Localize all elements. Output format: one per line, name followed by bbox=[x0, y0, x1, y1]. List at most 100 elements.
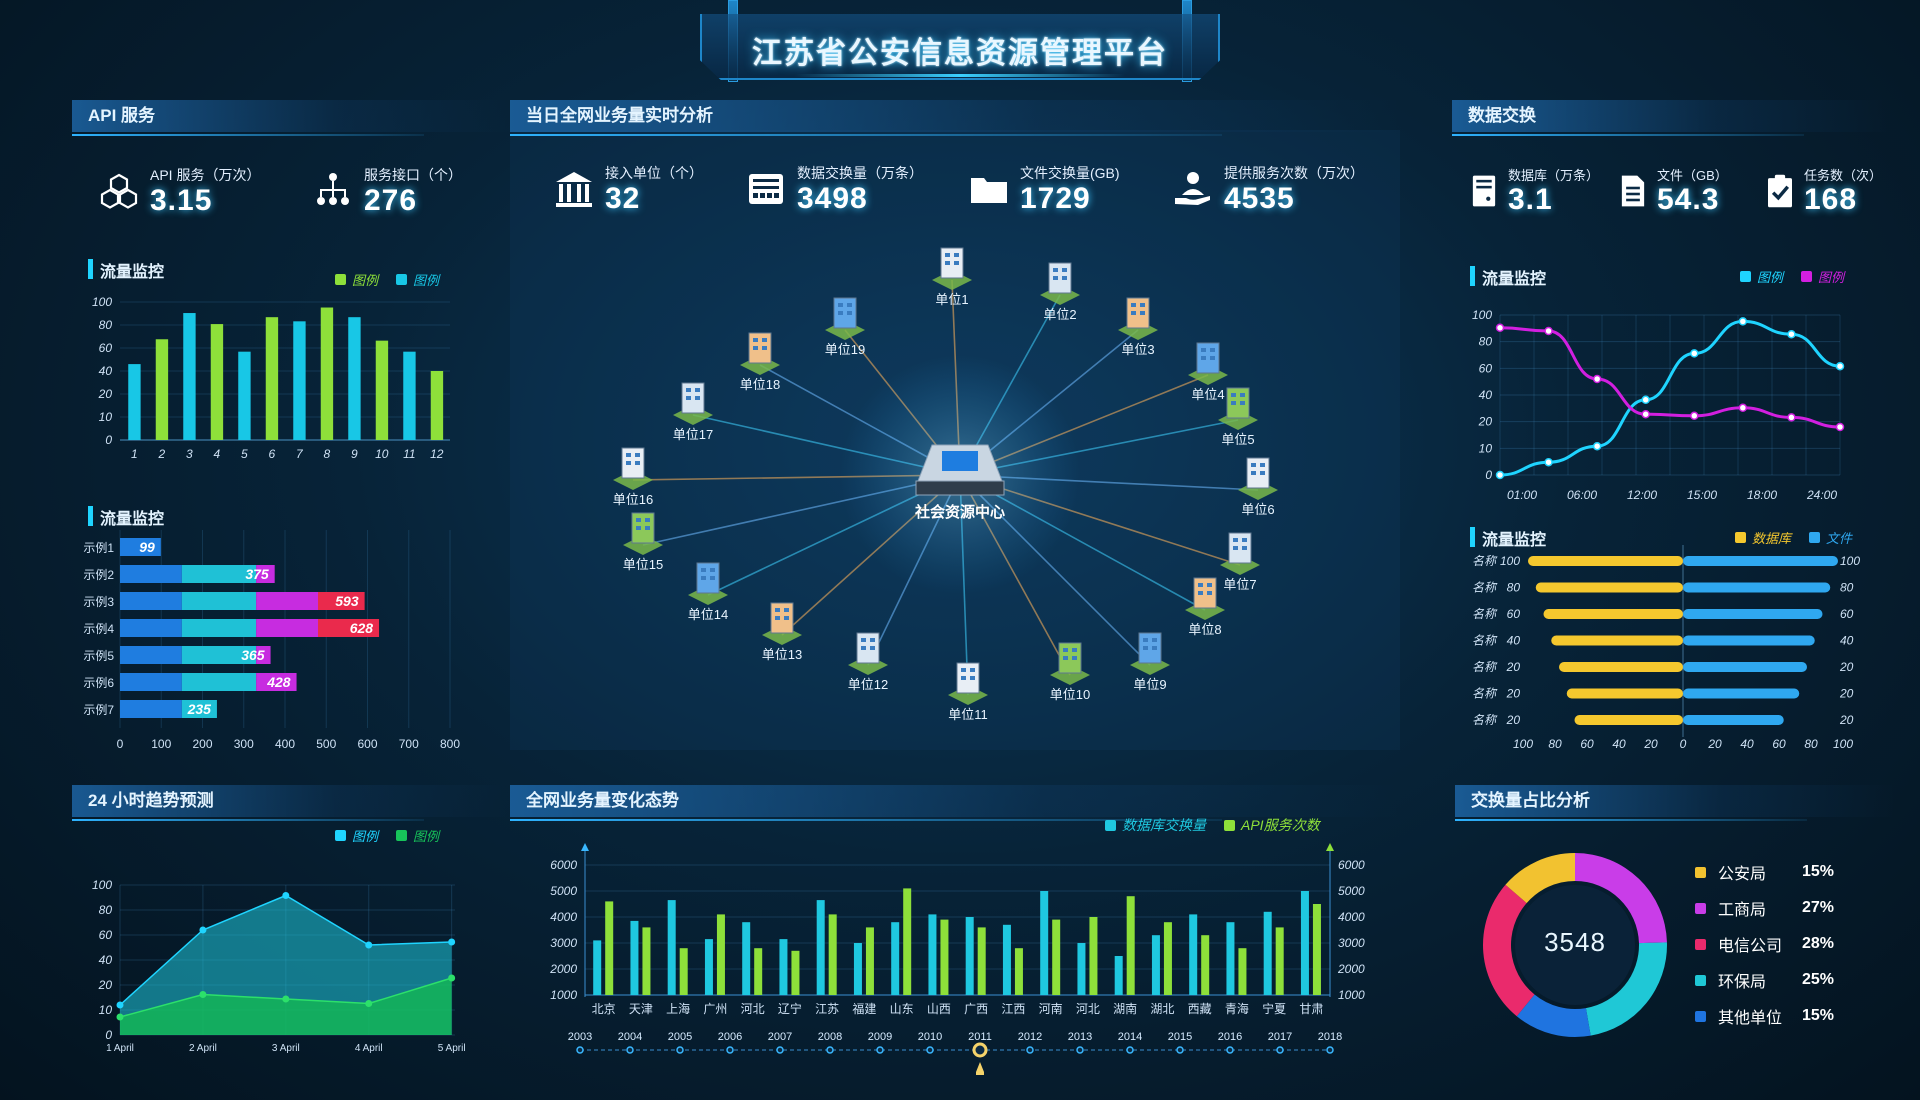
bar-series1 bbox=[965, 917, 974, 995]
building-window bbox=[775, 616, 780, 620]
api-panel-header: API 服务 bbox=[72, 100, 512, 136]
bar-segment bbox=[318, 592, 365, 610]
right-bar bbox=[1683, 635, 1815, 646]
x-tick-label: 11 bbox=[403, 447, 415, 460]
x-tick-label: 3 April bbox=[272, 1043, 300, 1054]
x-tick-label: 天津 bbox=[629, 1002, 653, 1016]
building-window bbox=[626, 461, 631, 465]
y-tick-label: 40 bbox=[1479, 388, 1493, 402]
bar-series2 bbox=[1201, 935, 1210, 995]
x-tick-label: 40 bbox=[1740, 737, 1754, 751]
building-window bbox=[1233, 546, 1238, 550]
x-tick-label: 800 bbox=[440, 737, 460, 751]
hub-screen bbox=[942, 451, 978, 471]
x-tick-label: 20 bbox=[1707, 737, 1722, 751]
timeline-point bbox=[876, 1046, 884, 1054]
unit-node bbox=[848, 632, 888, 675]
legend-item: 图例 bbox=[1801, 267, 1844, 286]
bar bbox=[320, 307, 334, 440]
bar-series1 bbox=[1189, 914, 1198, 995]
api-interface-label: 服务接口（个） bbox=[364, 167, 462, 183]
bar-series1 bbox=[667, 900, 676, 995]
right-value-label: 80 bbox=[1840, 581, 1854, 595]
network-icon bbox=[317, 173, 349, 205]
legend-percent: 15% bbox=[1802, 1007, 1835, 1024]
building-icon bbox=[1226, 387, 1250, 419]
right-value-label: 40 bbox=[1840, 634, 1854, 648]
legend-label: 图例 bbox=[1818, 270, 1845, 285]
right-value-label: 60 bbox=[1840, 607, 1854, 621]
x-tick-label: 河北 bbox=[741, 1002, 765, 1016]
right-bar bbox=[1683, 556, 1838, 566]
stat-label: 接入单位（个） bbox=[605, 165, 703, 181]
ratio-donut-chart bbox=[1483, 853, 1667, 1037]
left-value-label: 20 bbox=[1506, 687, 1521, 701]
unit-label: 单位12 bbox=[848, 677, 888, 692]
bar-series2 bbox=[1238, 948, 1247, 995]
bar-series2 bbox=[1126, 896, 1135, 995]
building-window bbox=[970, 668, 975, 672]
data-point bbox=[365, 1000, 373, 1007]
unit-node bbox=[1220, 532, 1260, 575]
stat-label: 数据交换量（万条） bbox=[797, 165, 923, 181]
bar-series2 bbox=[903, 888, 912, 995]
x-tick-label: 福建 bbox=[852, 1001, 876, 1016]
legend-swatch bbox=[396, 274, 408, 285]
x-tick-label: 江西 bbox=[1001, 1002, 1025, 1016]
building-window bbox=[838, 311, 843, 315]
building-window bbox=[945, 253, 950, 257]
unit-node bbox=[740, 332, 780, 375]
data-point bbox=[1495, 470, 1505, 480]
ratio-panel-header: 交换量占比分析 bbox=[1455, 785, 1895, 821]
y-tick-label-left: 1000 bbox=[550, 988, 577, 1002]
bar-series1 bbox=[853, 943, 862, 995]
building-window bbox=[961, 668, 966, 672]
unit-label: 单位16 bbox=[613, 492, 653, 507]
hub-base bbox=[915, 480, 1005, 496]
building-window bbox=[753, 338, 758, 342]
donut-slice bbox=[1483, 884, 1535, 1017]
building-window bbox=[1063, 656, 1068, 660]
data-point bbox=[448, 938, 456, 946]
x-tick-label: 400 bbox=[275, 737, 295, 751]
building-window bbox=[961, 676, 966, 680]
left-bar bbox=[1535, 582, 1683, 593]
x-tick-label: 9 bbox=[351, 447, 358, 460]
building-window bbox=[970, 676, 975, 680]
x-tick-label: 山西 bbox=[927, 1002, 951, 1016]
building-window bbox=[762, 338, 767, 342]
y-tick-label-left: 6000 bbox=[550, 858, 577, 872]
x-tick-label: 60 bbox=[1580, 737, 1594, 751]
data-point bbox=[448, 974, 456, 982]
bar-segment bbox=[120, 565, 182, 583]
left-value-label: 20 bbox=[1506, 713, 1521, 727]
data-point bbox=[1592, 441, 1602, 451]
legend-swatch bbox=[1224, 819, 1235, 831]
building-icon bbox=[621, 447, 645, 479]
y-tick-label: 10 bbox=[99, 410, 113, 424]
y-tick-label: 20 bbox=[1478, 415, 1493, 429]
center-stat-files: 文件交换量(GB) 1729 bbox=[968, 163, 1120, 215]
x-tick-label: 100 bbox=[151, 737, 171, 751]
timeline-point bbox=[1326, 1046, 1334, 1054]
donut-center-value: 3548 bbox=[1544, 927, 1606, 957]
building-icon bbox=[833, 297, 857, 329]
bar-series2 bbox=[1312, 904, 1321, 995]
legend-label: 图例 bbox=[352, 829, 379, 844]
timeline-year-label: 2011 bbox=[968, 1031, 992, 1043]
legend-item: 图例 bbox=[396, 270, 439, 289]
unit-node bbox=[1188, 342, 1228, 385]
building-icon bbox=[748, 332, 772, 364]
building-window bbox=[1152, 646, 1157, 650]
bar-segment bbox=[181, 592, 257, 610]
building-window bbox=[847, 303, 852, 307]
left-bar bbox=[1543, 609, 1683, 619]
bar-value-label: 428 bbox=[266, 674, 291, 690]
unit-node bbox=[1118, 297, 1158, 340]
x-tick-label: 500 bbox=[316, 737, 336, 751]
bar-series2 bbox=[1275, 927, 1284, 995]
bar-series2 bbox=[828, 914, 837, 995]
y-tick-label: 80 bbox=[1479, 335, 1493, 349]
donut-slice bbox=[1575, 853, 1667, 944]
legend-swatch bbox=[1740, 271, 1751, 282]
